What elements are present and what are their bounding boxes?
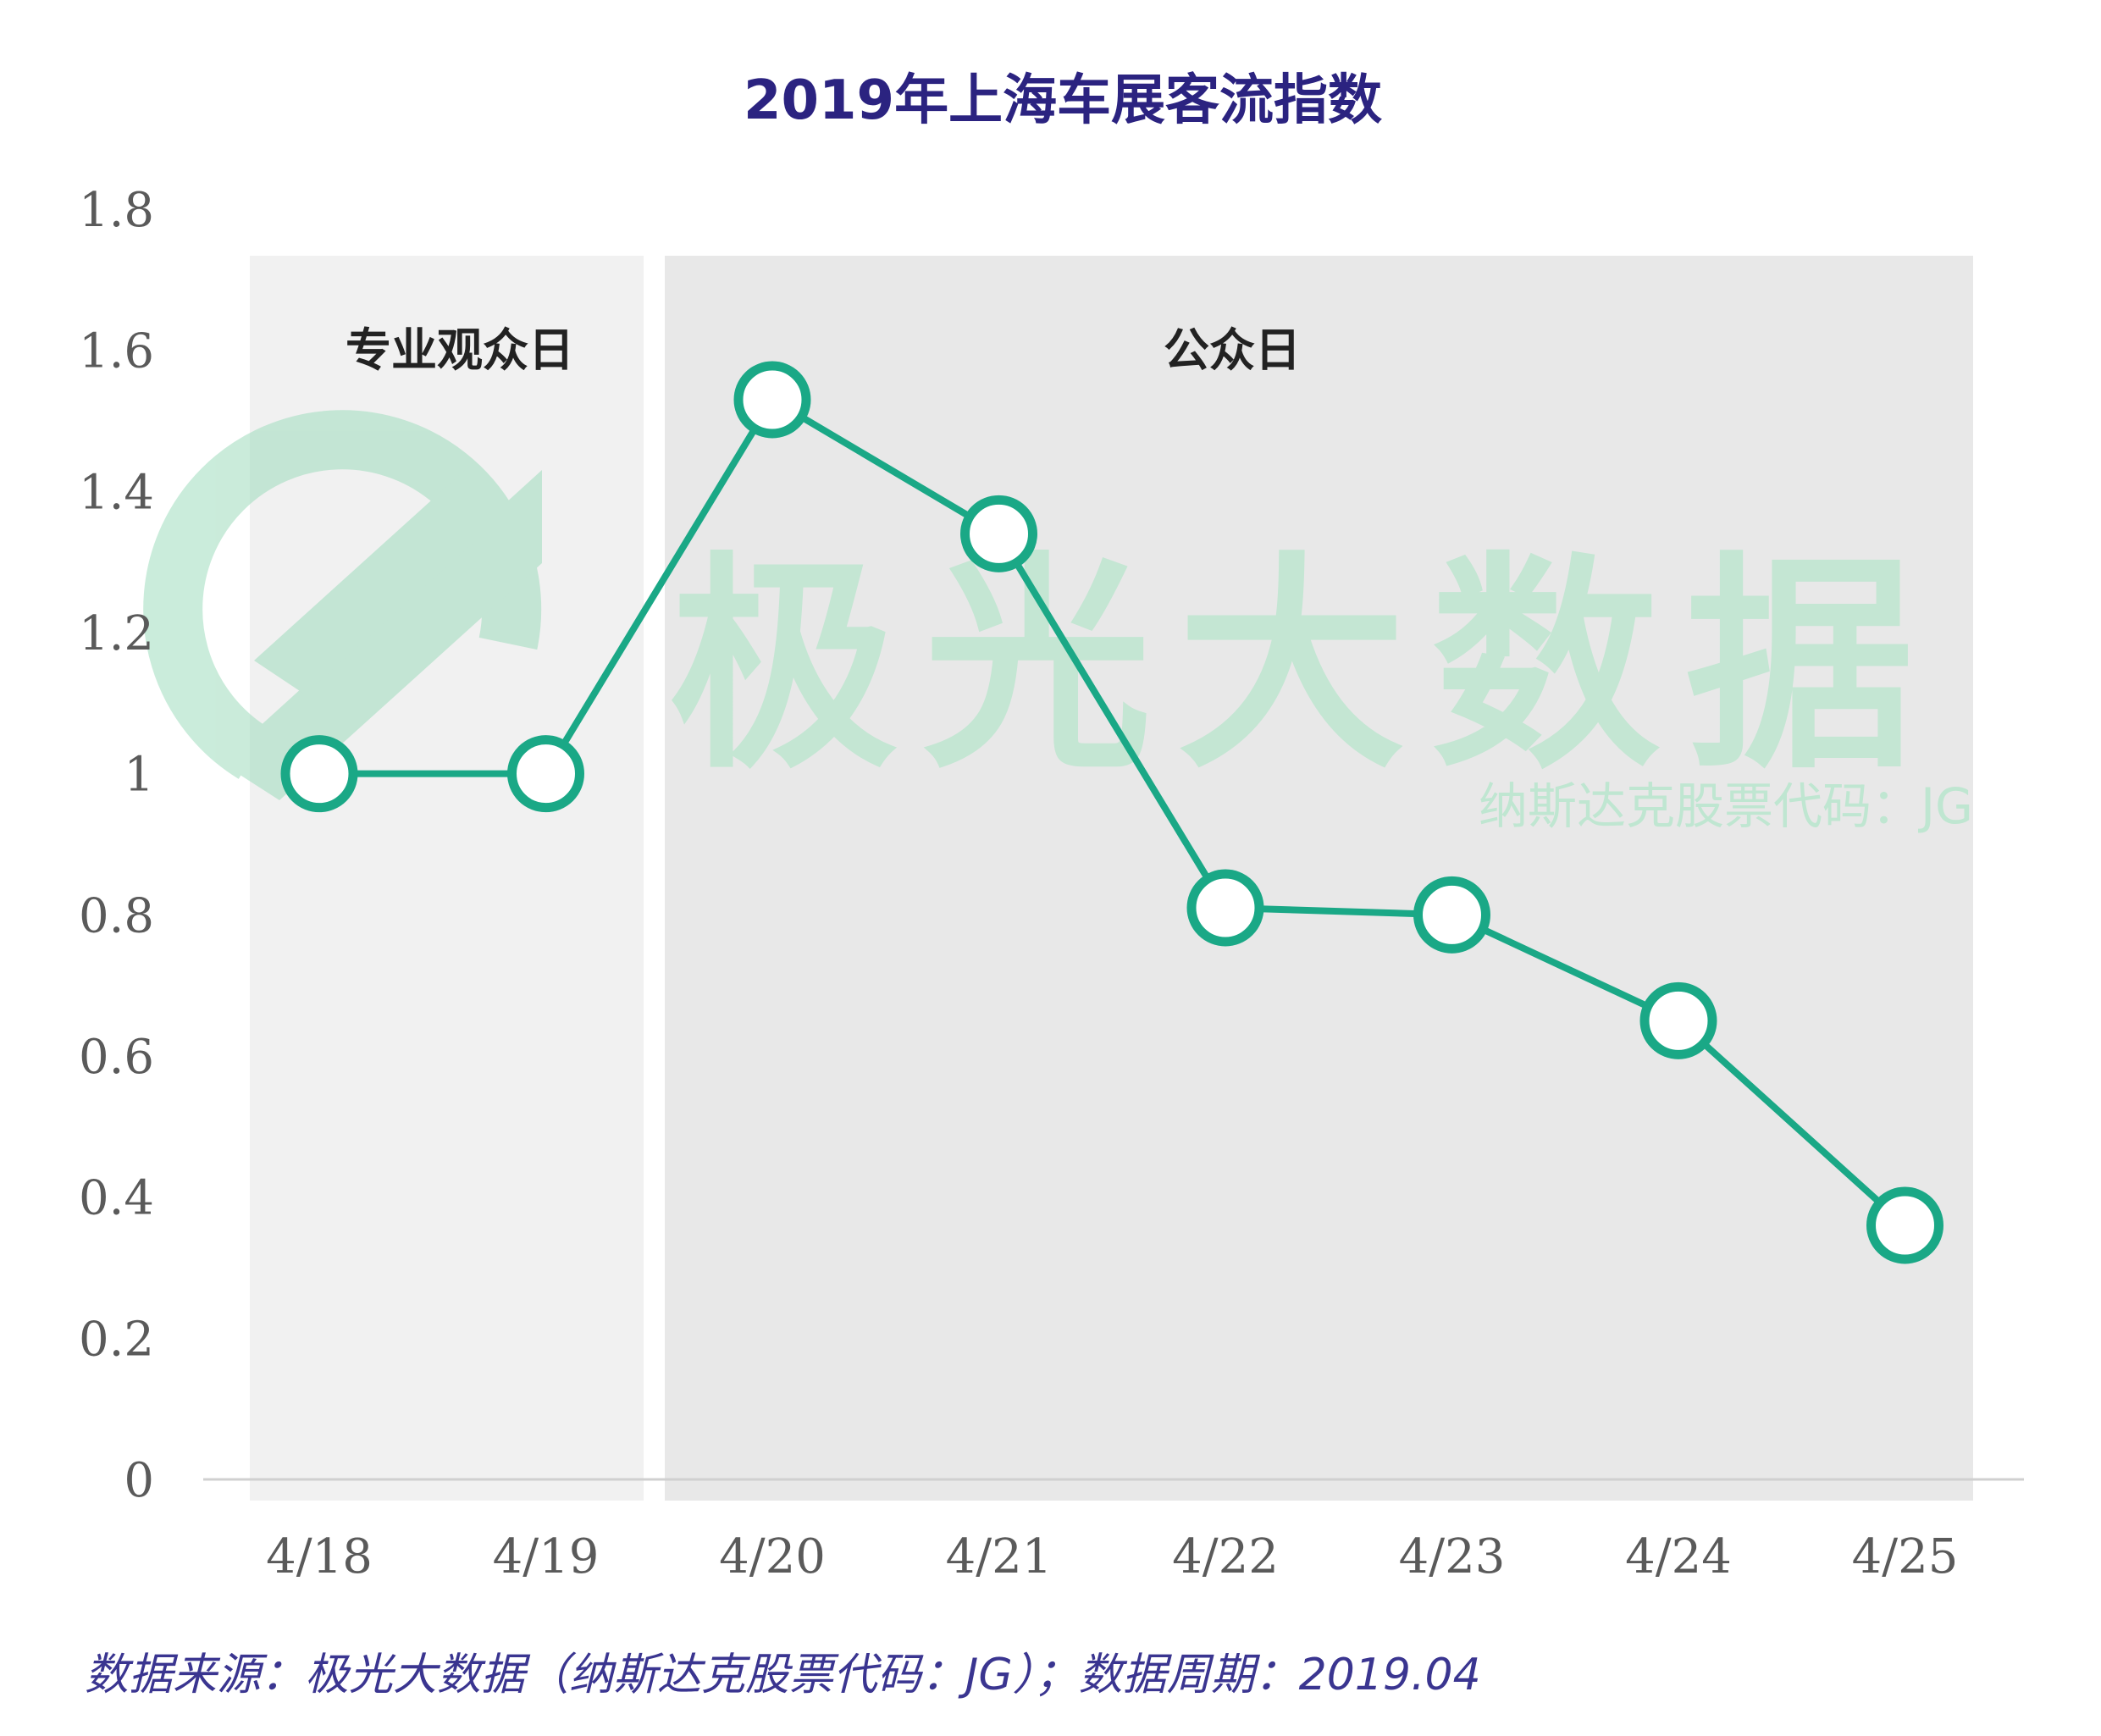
- watermark-brand-text: 极光大数据: [669, 533, 1939, 799]
- y-tick-label: 0.6: [79, 1030, 154, 1085]
- x-tick-label: 4/19: [493, 1529, 600, 1584]
- data-point-4-20: [733, 361, 811, 439]
- y-tick-label: 1.2: [79, 606, 154, 661]
- y-tick-label: 0.4: [79, 1171, 154, 1226]
- x-tick-label: 4/18: [266, 1529, 373, 1584]
- x-tick-label: 4/22: [1172, 1529, 1279, 1584]
- data-point-4-22: [1186, 869, 1264, 947]
- band-label-professional: 专业观众日: [346, 323, 574, 377]
- x-tick-label: 4/25: [1852, 1529, 1959, 1584]
- data-point-4-23: [1413, 876, 1490, 954]
- chart-title: 2019年上海车展客流指数: [744, 69, 1382, 132]
- y-tick-label: 0.2: [79, 1312, 154, 1367]
- watermark-logo-icon: [143, 410, 542, 800]
- data-point-4-25: [1866, 1186, 1943, 1264]
- watermark: 极光大数据 纳斯达克股票代码：JG: [143, 410, 1973, 835]
- data-point-4-19: [507, 735, 584, 813]
- data-point-4-24: [1639, 981, 1717, 1059]
- series-points: [280, 361, 1943, 1264]
- y-tick-label: 1.4: [79, 465, 154, 520]
- source-note: 数据来源：极光大数据（纳斯达克股票代码：JG）；数据周期：2019.04: [85, 1650, 1481, 1700]
- y-tick-label: 1.6: [79, 324, 154, 379]
- y-tick-label: 0: [124, 1453, 154, 1508]
- data-point-4-21: [960, 495, 1037, 572]
- band-label-public: 公众日: [1164, 323, 1301, 377]
- x-axis-ticks: 4/18 4/19 4/20 4/21 4/22 4/23 4/24 4/25: [266, 1529, 1958, 1584]
- watermark-ticker-text: 纳斯达克股票代码：JG: [1479, 777, 1973, 835]
- y-tick-label: 0.8: [79, 888, 154, 943]
- series-line: [319, 396, 1908, 1228]
- band-public-days: [665, 256, 1973, 1501]
- x-tick-label: 4/21: [946, 1529, 1053, 1584]
- x-tick-label: 4/23: [1399, 1529, 1506, 1584]
- x-tick-label: 4/20: [719, 1529, 826, 1584]
- y-tick-label: 1.8: [79, 183, 154, 238]
- y-axis-ticks: 0 0.2 0.4 0.6 0.8 1 1.2 1.4 1.6 1.8: [79, 183, 154, 1508]
- y-tick-label: 1: [124, 748, 154, 803]
- x-tick-label: 4/24: [1625, 1529, 1732, 1584]
- data-point-4-18: [280, 735, 358, 813]
